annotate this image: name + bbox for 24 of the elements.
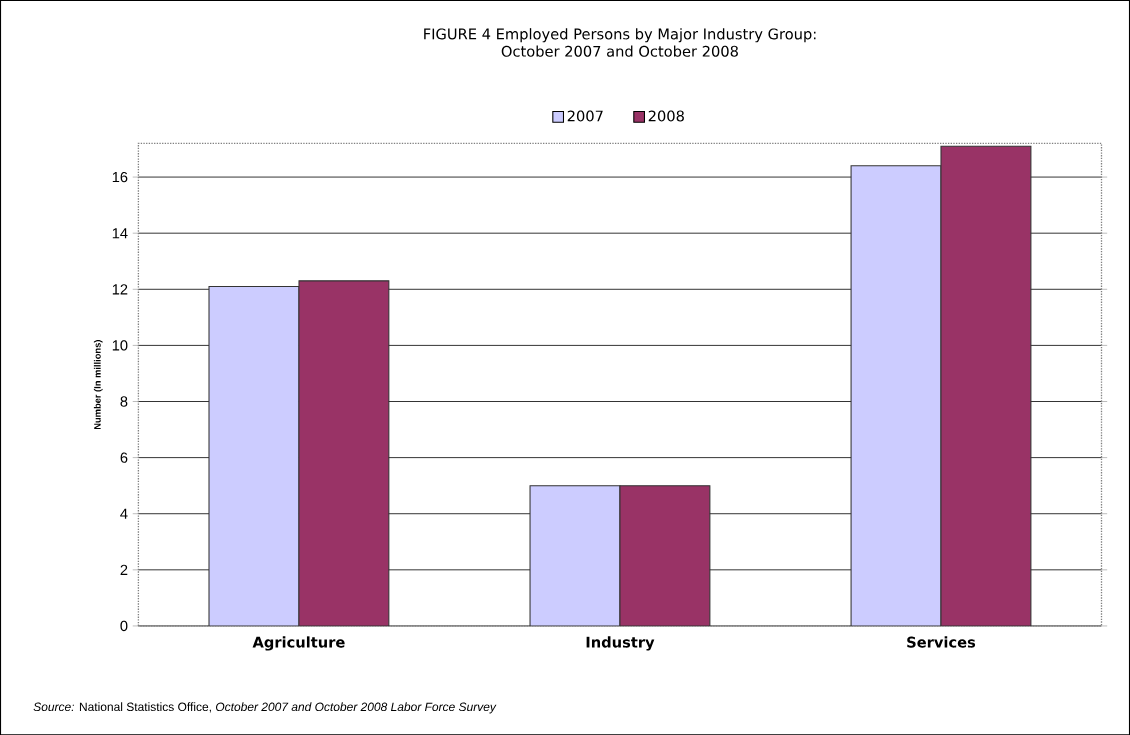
x-tick-label: Services xyxy=(907,636,976,648)
y-tick-label: 10 xyxy=(112,340,128,351)
bar xyxy=(529,484,621,626)
y-tick-label: 16 xyxy=(112,171,128,183)
bar xyxy=(940,145,1032,626)
y-tick-label: 6 xyxy=(120,452,128,463)
y-tick-label: 8 xyxy=(120,396,128,407)
bar xyxy=(208,285,300,626)
legend-label: 2008 xyxy=(648,110,684,122)
text: Source: National Statistics Office, October 2007 and October 2008 Labor Force Survey xyxy=(33,702,497,714)
legend-label: 2007 xyxy=(567,110,603,122)
bar xyxy=(850,165,942,626)
y-axis-title: Number (In millions) xyxy=(93,339,103,429)
chart-title: FIGURE 4 Employed Persons by Major Industry Group: xyxy=(424,27,816,43)
bar xyxy=(298,280,390,626)
bar xyxy=(619,484,711,626)
chart-subtitle: October 2007 and October 2008 xyxy=(501,45,738,57)
y-tick-label: 2 xyxy=(120,564,128,575)
x-tick-label: Agriculture xyxy=(252,636,345,651)
x-tick-label: Industry xyxy=(586,636,655,651)
y-tick-label: 4 xyxy=(120,508,128,519)
y-tick-label: 14 xyxy=(112,227,128,239)
y-tick-label: 12 xyxy=(112,284,128,295)
y-tick-label: 0 xyxy=(120,620,128,631)
